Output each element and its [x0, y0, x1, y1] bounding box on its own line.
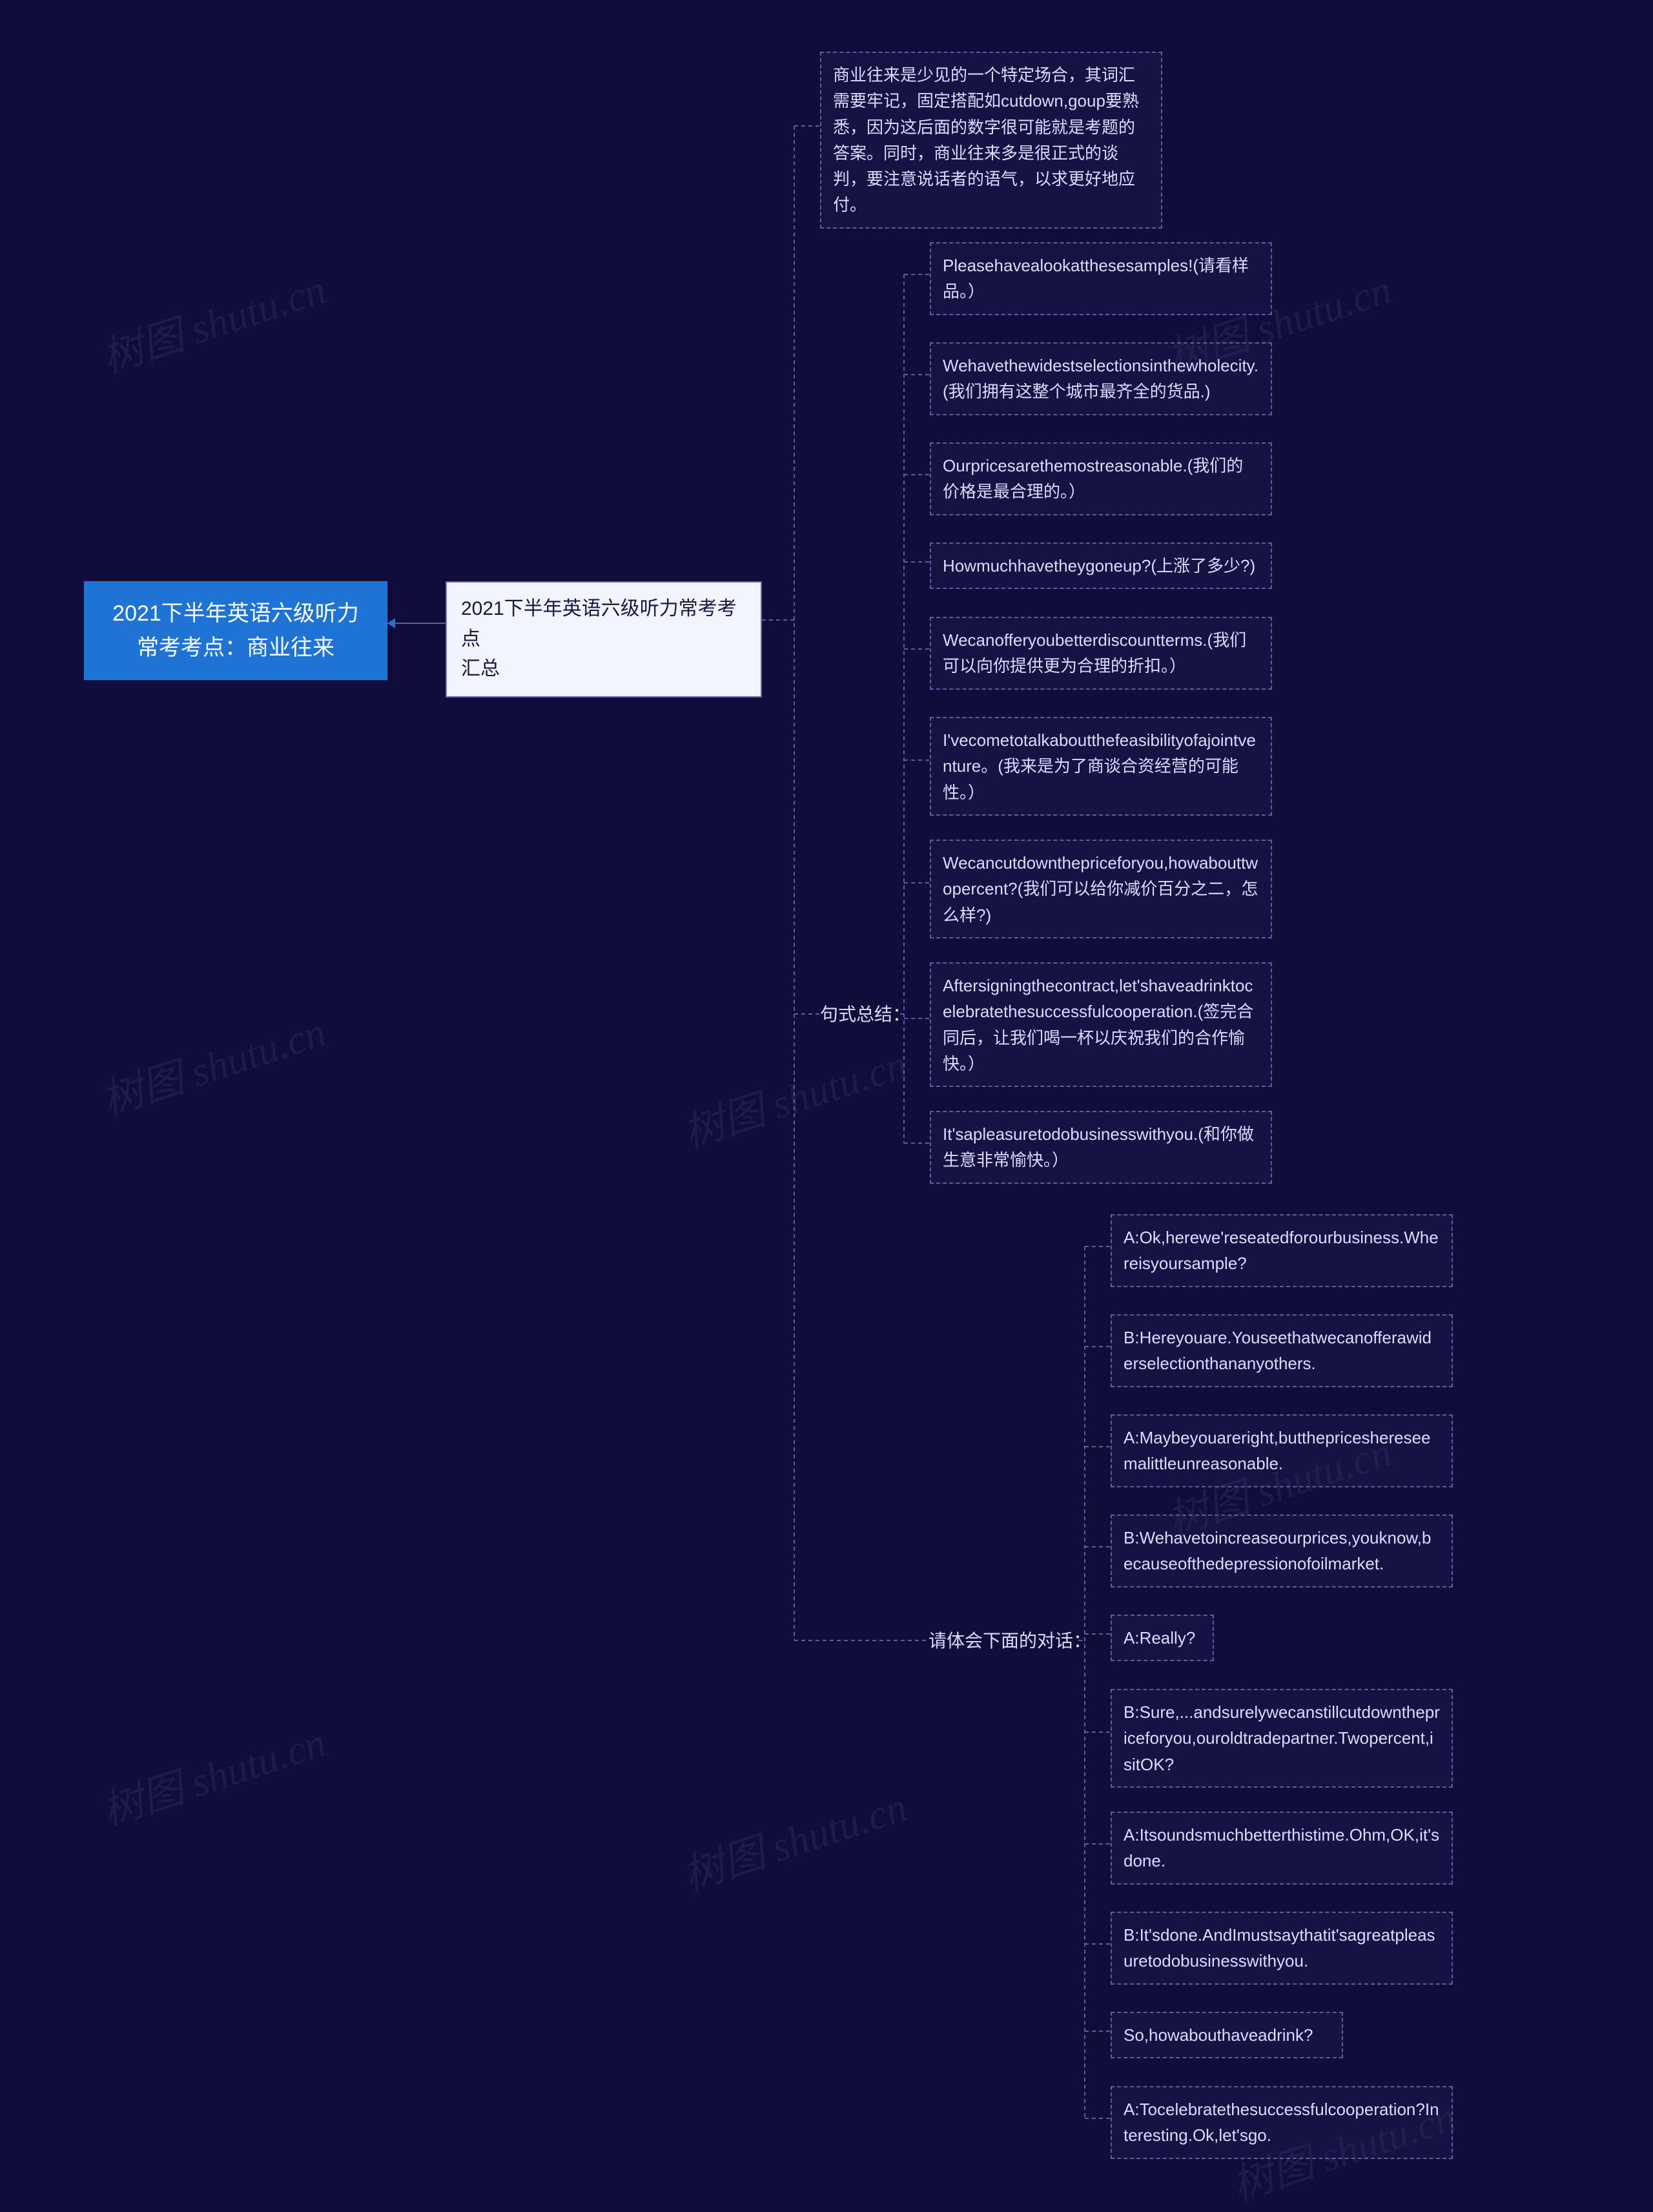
- dialogue-item[interactable]: B:Hereyouare.Youseethatwecanofferawiders…: [1111, 1314, 1453, 1387]
- sentence-item[interactable]: I'vecometotalkaboutthefeasibilityofajoin…: [930, 717, 1272, 816]
- title-line2: 汇总: [461, 654, 746, 685]
- root-line2: 常考考点：商业往来: [103, 631, 368, 665]
- dialogue-item[interactable]: A:Itsoundsmuchbetterthistime.Ohm,OK,it's…: [1111, 1812, 1453, 1885]
- section2-label: 请体会下面的对话：: [929, 1628, 1091, 1655]
- dialogue-item[interactable]: B:Sure,...andsurelywecanstillcutdownthep…: [1111, 1689, 1453, 1788]
- title-node[interactable]: 2021下半年英语六级听力常考考点 汇总: [446, 581, 762, 698]
- watermark: 树图 shutu.cn: [94, 999, 333, 1127]
- watermark: 树图 shutu.cn: [94, 256, 333, 384]
- dialogue-item[interactable]: So,howabouthaveadrink?: [1111, 2012, 1343, 2058]
- sentence-item[interactable]: Aftersigningthecontract,let'shaveadrinkt…: [930, 962, 1272, 1087]
- section1-label: 句式总结：: [820, 1001, 910, 1028]
- intro-node[interactable]: 商业往来是少见的一个特定场合，其词汇需要牢记，固定搭配如cutdown,goup…: [820, 52, 1162, 229]
- root-node[interactable]: 2021下半年英语六级听力 常考考点：商业往来: [84, 581, 387, 680]
- sentence-item[interactable]: Howmuchhavetheygoneup?(上涨了多少?): [930, 543, 1272, 589]
- sentence-item[interactable]: Wecanofferyoubetterdiscountterms.(我们可以向你…: [930, 617, 1272, 690]
- watermark: 树图 shutu.cn: [94, 1710, 333, 1837]
- dialogue-item[interactable]: A:Tocelebratethesuccessfulcooperation?In…: [1111, 2086, 1453, 2159]
- sentence-item[interactable]: Wecancutdownthepriceforyou,howabouttwope…: [930, 840, 1272, 938]
- dialogue-item[interactable]: B:Wehavetoincreaseourprices,youknow,beca…: [1111, 1514, 1453, 1587]
- dialogue-item[interactable]: A:Ok,herewe'reseatedforourbusiness.Where…: [1111, 1214, 1453, 1287]
- dialogue-item[interactable]: A:Really?: [1111, 1615, 1214, 1661]
- sentence-item[interactable]: It'sapleasuretodobusinesswithyou.(和你做生意非…: [930, 1111, 1272, 1184]
- sentence-item[interactable]: Wehavethewidestselectionsinthewholecity.…: [930, 342, 1272, 415]
- root-line1: 2021下半年英语六级听力: [103, 597, 368, 631]
- watermark: 树图 shutu.cn: [675, 1774, 914, 1902]
- sentence-item[interactable]: Ourpricesarethemostreasonable.(我们的价格是最合理…: [930, 442, 1272, 515]
- watermark: 树图 shutu.cn: [675, 1031, 914, 1159]
- title-line1: 2021下半年英语六级听力常考考点: [461, 594, 746, 654]
- sentence-item[interactable]: Pleasehavealookatthesesamples!(请看样品。）: [930, 242, 1272, 315]
- dialogue-item[interactable]: B:It'sdone.AndImustsaythatit'sagreatplea…: [1111, 1912, 1453, 1985]
- dialogue-item[interactable]: A:Maybeyouareright,butthepricesherеseema…: [1111, 1414, 1453, 1487]
